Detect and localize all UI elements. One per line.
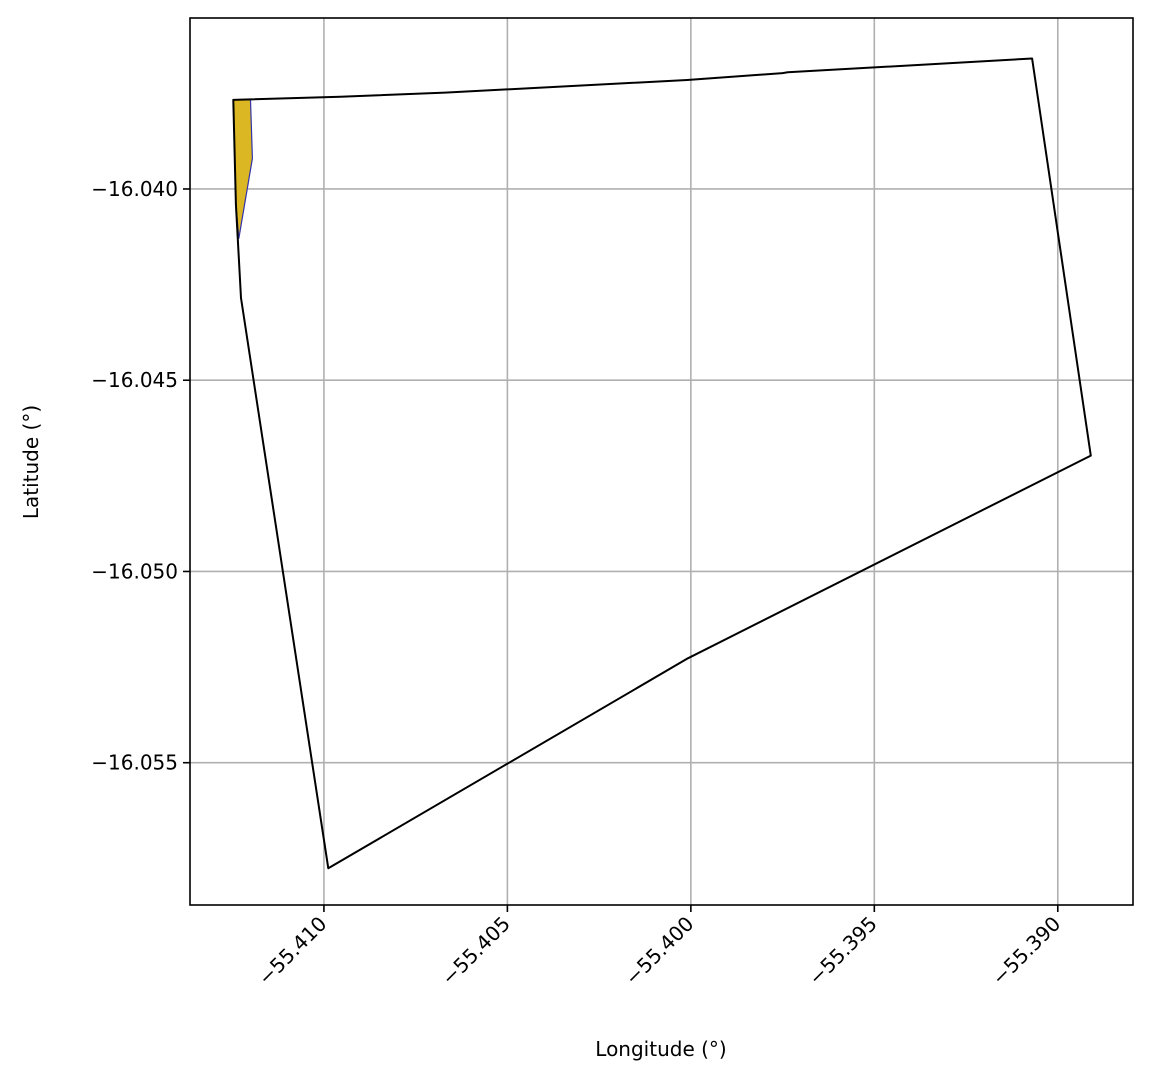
y-tick-label: −16.040 [91, 177, 178, 201]
plot-frame [189, 17, 1134, 906]
property-boundary [232, 57, 1092, 870]
y-tick-label: −16.050 [91, 559, 178, 583]
y-tick-label: −16.045 [91, 368, 178, 392]
x-axis-label: Longitude (°) [595, 1037, 726, 1061]
grid [190, 18, 1133, 905]
map-shapes [232, 57, 1092, 870]
y-tick-label: −16.055 [91, 751, 178, 775]
y-axis-label: Latitude (°) [19, 405, 43, 519]
